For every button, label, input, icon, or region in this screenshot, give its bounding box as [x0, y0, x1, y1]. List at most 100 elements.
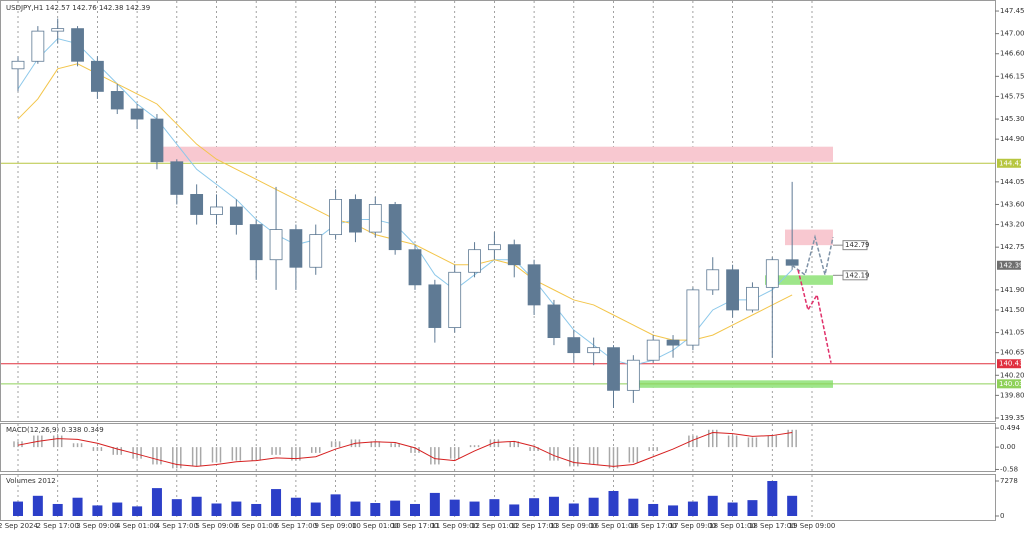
volume-bar — [429, 492, 440, 516]
volume-bar — [628, 498, 639, 516]
level-label: 140.43 — [999, 360, 1024, 368]
volume-bar — [668, 505, 679, 516]
volume-bar — [191, 496, 202, 516]
volume-bar — [52, 503, 63, 516]
candle-body — [229, 206, 243, 225]
volume-bar — [787, 495, 798, 516]
y-tick-label: 141.90 — [1000, 286, 1024, 294]
volume-bar — [112, 502, 123, 516]
target-label: 142.19 — [845, 271, 870, 279]
candle-body — [388, 204, 402, 251]
candle-body — [309, 234, 323, 268]
volume-bar — [310, 502, 321, 516]
candle-body — [547, 304, 561, 339]
x-tick-label: 11 Sep 09:00 — [431, 522, 478, 530]
x-tick-label: 3 Sep 09:00 — [76, 522, 118, 530]
y-tick-label: 145.75 — [1000, 92, 1024, 100]
volume-bar — [171, 499, 182, 516]
moving-average — [17, 63, 793, 341]
volume-bar — [707, 495, 718, 516]
target-box — [842, 240, 868, 251]
level-label: 144.42 — [999, 159, 1024, 167]
candle-body — [487, 244, 501, 251]
candle-body — [646, 339, 660, 361]
x-tick-label: 4 Sep 17:00 — [156, 522, 198, 530]
zone — [765, 275, 833, 285]
candle-body — [686, 289, 700, 346]
candle-body — [746, 286, 759, 311]
price-panel — [0, 0, 996, 422]
x-tick-label: 9 Sep 09:00 — [314, 522, 356, 530]
volume-bar — [290, 497, 301, 516]
x-tick-label: 10 Sep 17:00 — [392, 522, 439, 530]
volume-tick-label: 7278 — [1000, 477, 1018, 485]
volume-bar — [92, 505, 103, 516]
volume-bar — [529, 498, 540, 516]
x-tick-label: 13 Sep 09:00 — [550, 522, 597, 530]
y-tick-label: 143.60 — [1000, 200, 1024, 208]
x-tick-label: 10 Sep 01:00 — [352, 522, 399, 530]
volume-bar — [469, 501, 480, 516]
y-tick-label: 146.60 — [1000, 50, 1024, 58]
candle-body — [726, 269, 739, 311]
y-tick-label: 144.90 — [1000, 135, 1024, 143]
volume-bar — [608, 490, 619, 516]
volume-bar — [410, 503, 420, 516]
zone — [785, 229, 833, 246]
candle-body — [11, 60, 25, 70]
candle-body — [666, 339, 680, 346]
macd-tick-label: 0.00 — [1000, 443, 1016, 451]
volume-bar — [271, 489, 282, 516]
candle-body — [130, 108, 144, 120]
candle-body — [170, 161, 184, 195]
x-tick-label: 12 Sep 17:00 — [511, 522, 558, 530]
volume-label: Volumes 2012 — [6, 477, 56, 485]
candle-body — [448, 271, 462, 328]
candle-body — [329, 199, 343, 236]
x-tick-label: 5 Sep 09:00 — [195, 522, 237, 530]
volume-panel — [0, 474, 996, 521]
y-tick-label: 139.80 — [1000, 391, 1024, 399]
x-tick-label: 19 Sep 09:00 — [789, 522, 836, 530]
level-label-box — [997, 158, 1021, 168]
candle-body — [527, 264, 541, 306]
y-tick-label: 141.05 — [1000, 329, 1024, 337]
y-tick-label: 140.20 — [1000, 371, 1024, 379]
projection — [797, 269, 832, 363]
target-label: 142.79 — [845, 241, 870, 249]
volume-bar — [350, 501, 361, 516]
x-tick-label: 16 Sep 01:00 — [590, 522, 637, 530]
last-price-label-box — [997, 260, 1021, 270]
volume-bar — [13, 501, 23, 516]
volume-bar — [449, 499, 460, 516]
macd-signal — [17, 431, 793, 467]
volume-bar — [568, 503, 579, 516]
volume-bar — [548, 496, 559, 516]
candle-body — [408, 249, 422, 286]
level-label-box — [997, 379, 1021, 389]
macd-tick-label: -0.58 — [1000, 465, 1018, 473]
macd-tick-label: 0.494 — [1000, 424, 1021, 432]
y-tick-label: 140.65 — [1000, 349, 1024, 357]
volume-bar — [588, 497, 599, 516]
candle-body — [71, 28, 84, 62]
x-tick-label: 2 Sep 17:00 — [37, 522, 79, 530]
volume-bar — [767, 481, 778, 516]
level-label: 140.03 — [999, 380, 1024, 388]
candle-body — [567, 337, 581, 354]
volume-bar — [132, 506, 143, 516]
y-tick-label: 145.30 — [1000, 115, 1024, 123]
volume-bar — [370, 503, 381, 516]
candle-body — [91, 60, 104, 92]
volume-bar — [72, 497, 83, 516]
macd-panel — [0, 423, 996, 472]
volume-tick-label: 0 — [1000, 512, 1004, 520]
candle-body — [468, 249, 481, 273]
candle-body — [607, 347, 620, 391]
volume-bar — [211, 503, 222, 516]
last-price-label: 142.39 — [999, 261, 1024, 269]
volume-bar — [330, 494, 341, 516]
volume-bar — [151, 488, 162, 516]
volume-bar — [727, 502, 738, 516]
